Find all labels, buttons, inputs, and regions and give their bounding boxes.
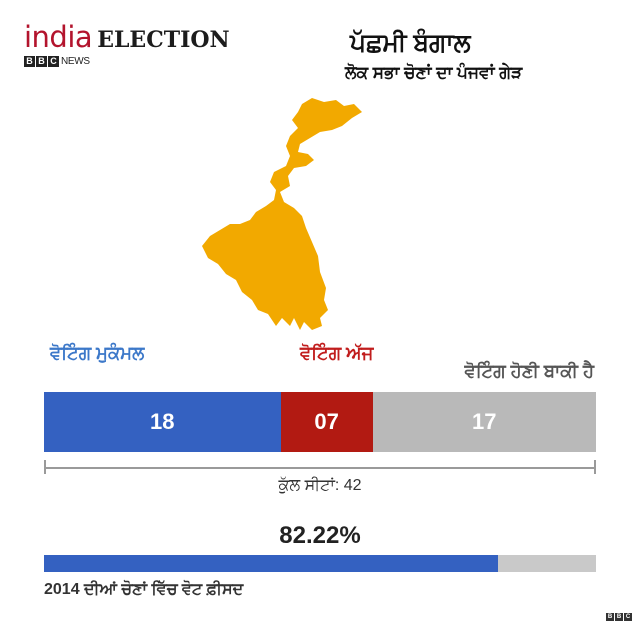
logo-india-text: india bbox=[24, 20, 93, 54]
corner-bbc-logo: B B C bbox=[606, 613, 632, 621]
total-bracket bbox=[44, 460, 596, 474]
turnout-bar bbox=[44, 555, 596, 572]
bracket-line bbox=[44, 467, 596, 469]
turnout-value: 82.22% bbox=[279, 522, 361, 549]
bbc-letter: C bbox=[624, 613, 632, 621]
india-election-logo: india ELECTION B B C NEWS bbox=[24, 20, 230, 67]
bbc-letter: B bbox=[24, 56, 35, 67]
bbc-letter: B bbox=[615, 613, 623, 621]
region-title: ਪੱਛਮੀ ਬੰਗਾਲ bbox=[350, 29, 471, 57]
logo-election-text: ELECTION bbox=[97, 27, 230, 53]
logo-news-text: NEWS bbox=[61, 56, 90, 67]
voting-pending-label: ਵੋਟਿੰਗ ਹੋਣੀ ਬਾਕੀ ਹੈ bbox=[464, 361, 594, 381]
bracket-tick-right bbox=[594, 460, 596, 474]
seats-today-segment: 07 bbox=[280, 392, 373, 452]
bracket-tick-left bbox=[44, 460, 46, 474]
seats-pending-segment: 17 bbox=[372, 392, 596, 452]
region-subtitle: ਲੋਕ ਸਭਾ ਚੋਣਾਂ ਦਾ ਪੰਜਵਾਂ ਗੇੜ bbox=[345, 63, 523, 82]
bbc-logo: B B C bbox=[24, 56, 59, 67]
bbc-letter: B bbox=[36, 56, 47, 67]
west-bengal-map-icon bbox=[202, 98, 362, 330]
voting-completed-label: ਵੋਟਿੰਗ ਮੁਕੰਮਲ bbox=[50, 343, 145, 363]
seats-done-segment: 18 bbox=[44, 392, 281, 452]
bbc-letter: B bbox=[606, 613, 614, 621]
bbc-letter: C bbox=[48, 56, 59, 67]
turnout-label: 2014 ਦੀਆਂ ਚੋਣਾਂ ਵਿੱਚ ਵੋਟ ਫ਼ੀਸਦ bbox=[44, 581, 244, 598]
turnout-bar-fill bbox=[44, 555, 498, 572]
voting-today-label: ਵੋਟਿੰਗ ਅੱਜ bbox=[300, 343, 374, 363]
total-seats-label: ਕੁੱਲ ਸੀਟਾਂ: 42 bbox=[278, 477, 362, 494]
seats-bar: 18 07 17 bbox=[44, 392, 596, 452]
